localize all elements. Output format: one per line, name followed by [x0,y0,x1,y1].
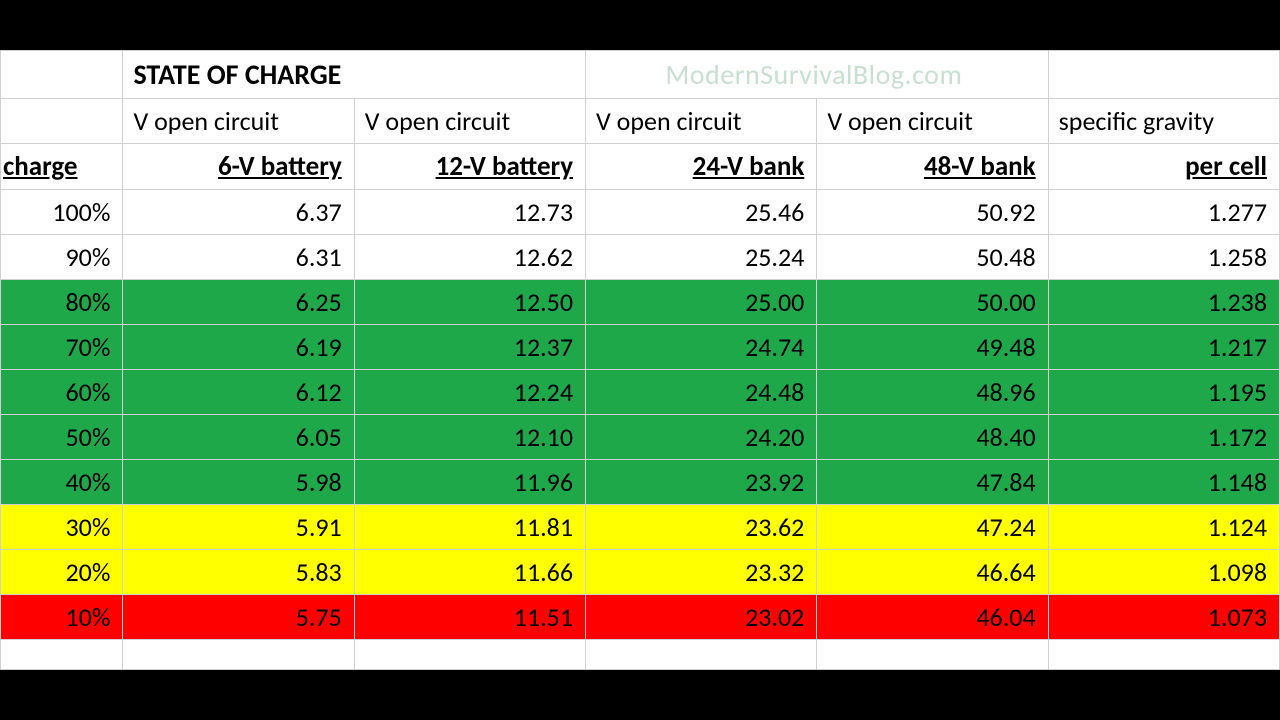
cell-v48: 47.24 [817,505,1048,550]
cell-v12: 11.96 [354,460,585,505]
cell-v24: 23.02 [586,595,817,640]
cell-v6: 6.25 [123,280,354,325]
cell-v48: 50.00 [817,280,1048,325]
data-rows: 100%6.3712.7325.4650.921.27790%6.3112.62… [1,190,1280,640]
cell-v24: 23.92 [586,460,817,505]
cell-v48: 50.48 [817,235,1048,280]
spreadsheet-sheet: STATE OF CHARGE ModernSurvivalBlog.com V… [0,50,1280,670]
col-header-bot: 48-V bank [817,144,1048,190]
cell-charge: 70% [1,325,123,370]
cell-v6: 6.31 [123,235,354,280]
col-header-bot: 6-V battery [123,144,354,190]
cell-v12: 12.50 [354,280,585,325]
col-header-top: V open circuit [586,99,817,144]
cell-v12: 11.51 [354,595,585,640]
cell-v6: 5.98 [123,460,354,505]
cell-v24: 23.32 [586,550,817,595]
cell-v12: 12.10 [354,415,585,460]
table-row: 90%6.3112.6225.2450.481.258 [1,235,1280,280]
col-header-top: V open circuit [817,99,1048,144]
cell-charge: 30% [1,505,123,550]
cell-sg: 1.217 [1048,325,1279,370]
cell-sg: 1.258 [1048,235,1279,280]
cell-v6: 5.75 [123,595,354,640]
table-row: 20%5.8311.6623.3246.641.098 [1,550,1280,595]
table-row: 80%6.2512.5025.0050.001.238 [1,280,1280,325]
cell-v48: 50.92 [817,190,1048,235]
table-row: 50%6.0512.1024.2048.401.172 [1,415,1280,460]
cell-v48: 46.64 [817,550,1048,595]
table-row: 40%5.9811.9623.9247.841.148 [1,460,1280,505]
cell-v24: 24.20 [586,415,817,460]
cell-v24: 25.46 [586,190,817,235]
cell-sg: 1.277 [1048,190,1279,235]
cell-v6: 6.05 [123,415,354,460]
cell-sg: 1.098 [1048,550,1279,595]
cell-sg: 1.124 [1048,505,1279,550]
table-row: 70%6.1912.3724.7449.481.217 [1,325,1280,370]
table-row: 30%5.9111.8123.6247.241.124 [1,505,1280,550]
cell-v6: 6.19 [123,325,354,370]
col-header-bot: per cell [1048,144,1279,190]
cell-v6: 6.12 [123,370,354,415]
cell-charge: 10% [1,595,123,640]
cell-v24: 24.74 [586,325,817,370]
cell-sg: 1.148 [1048,460,1279,505]
cell-sg: 1.195 [1048,370,1279,415]
cell-v12: 12.73 [354,190,585,235]
empty-cell [1048,51,1279,99]
col-header-bot: 24-V bank [586,144,817,190]
cell-v24: 24.48 [586,370,817,415]
cell-v12: 12.37 [354,325,585,370]
col-header-top: V open circuit [354,99,585,144]
cell-v6: 5.91 [123,505,354,550]
header-row-top: V open circuit V open circuit V open cir… [1,99,1280,144]
cell-sg: 1.238 [1048,280,1279,325]
cell-v24: 25.24 [586,235,817,280]
empty-row [1,640,1280,670]
cell-charge: 60% [1,370,123,415]
table-row: 100%6.3712.7325.4650.921.277 [1,190,1280,235]
title-row: STATE OF CHARGE ModernSurvivalBlog.com [1,51,1280,99]
cell-v12: 12.24 [354,370,585,415]
cell-v12: 11.66 [354,550,585,595]
cell-v12: 12.62 [354,235,585,280]
cell-v48: 48.40 [817,415,1048,460]
cell-charge: 50% [1,415,123,460]
state-of-charge-table: STATE OF CHARGE ModernSurvivalBlog.com V… [0,50,1280,670]
table-row: 10%5.7511.5123.0246.041.073 [1,595,1280,640]
cell-v48: 48.96 [817,370,1048,415]
col-header-bot: 12-V battery [354,144,585,190]
table-title: STATE OF CHARGE [123,51,586,99]
cell-v6: 6.37 [123,190,354,235]
header-row-bottom: charge 6-V battery 12-V battery 24-V ban… [1,144,1280,190]
cell-sg: 1.172 [1048,415,1279,460]
empty-cell [1,51,123,99]
cell-v6: 5.83 [123,550,354,595]
cell-charge: 20% [1,550,123,595]
col-header-top: V open circuit [123,99,354,144]
cell-charge: 40% [1,460,123,505]
cell-v24: 25.00 [586,280,817,325]
cell-v48: 49.48 [817,325,1048,370]
cell-charge: 100% [1,190,123,235]
cell-v12: 11.81 [354,505,585,550]
empty-cell [1,99,123,144]
cell-charge: 90% [1,235,123,280]
cell-v48: 47.84 [817,460,1048,505]
cell-sg: 1.073 [1048,595,1279,640]
cell-v48: 46.04 [817,595,1048,640]
table-row: 60%6.1212.2424.4848.961.195 [1,370,1280,415]
watermark-text: ModernSurvivalBlog.com [586,51,1049,99]
col-header-charge: charge [1,144,123,190]
cell-charge: 80% [1,280,123,325]
col-header-top: specific gravity [1048,99,1279,144]
cell-v24: 23.62 [586,505,817,550]
